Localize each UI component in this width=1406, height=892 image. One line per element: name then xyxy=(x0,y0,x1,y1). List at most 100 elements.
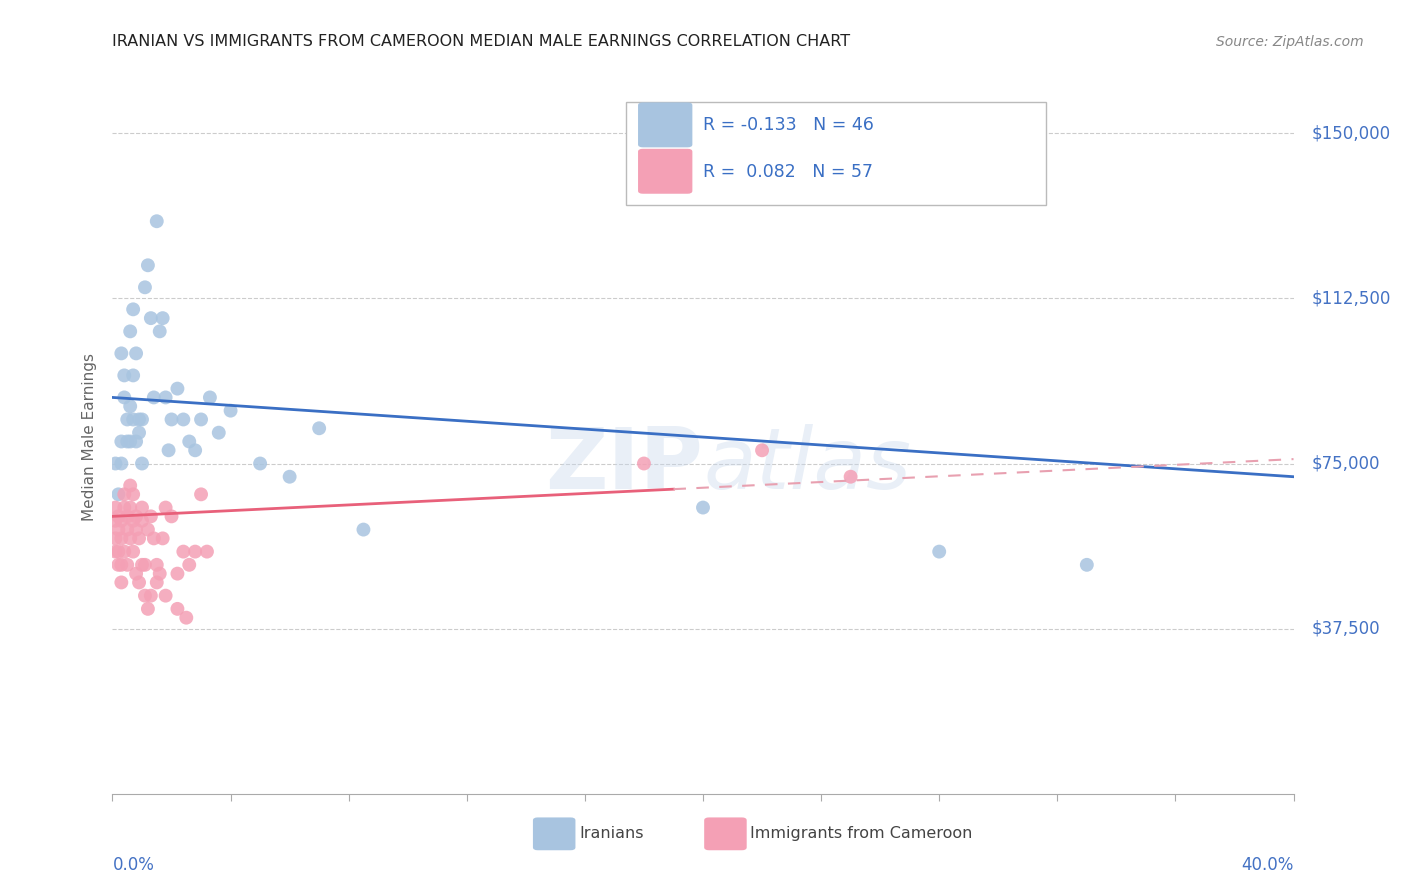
Point xyxy=(179,558,201,572)
Point xyxy=(155,391,177,405)
Point xyxy=(128,532,150,546)
Point xyxy=(125,509,148,524)
Point xyxy=(352,523,374,537)
Point xyxy=(112,544,135,558)
Point xyxy=(190,412,212,426)
Point xyxy=(120,532,142,546)
Point xyxy=(174,610,197,624)
Point xyxy=(104,514,127,528)
Point xyxy=(131,500,153,515)
Text: $75,000: $75,000 xyxy=(1312,455,1379,473)
Point xyxy=(122,368,145,383)
Point xyxy=(117,509,138,524)
Point xyxy=(751,443,773,458)
FancyBboxPatch shape xyxy=(638,149,692,194)
Point xyxy=(839,469,862,483)
Point xyxy=(120,399,142,413)
Point xyxy=(139,589,162,603)
Point xyxy=(149,324,172,338)
Point xyxy=(134,589,156,603)
Point xyxy=(172,412,194,426)
Text: Iranians: Iranians xyxy=(579,826,644,840)
Point xyxy=(110,558,132,572)
Point xyxy=(184,544,207,558)
Point xyxy=(139,509,162,524)
Point xyxy=(146,214,169,228)
Point xyxy=(134,280,156,294)
Point xyxy=(107,558,129,572)
Point xyxy=(184,443,207,458)
Point xyxy=(125,566,148,581)
Point xyxy=(125,346,148,360)
Point xyxy=(1076,558,1098,572)
Point xyxy=(190,487,212,501)
Point xyxy=(112,391,135,405)
Point xyxy=(278,469,301,483)
Point xyxy=(131,514,153,528)
Point xyxy=(122,487,145,501)
Point xyxy=(195,544,218,558)
FancyBboxPatch shape xyxy=(704,817,747,850)
Point xyxy=(172,544,194,558)
Point xyxy=(128,575,150,590)
Text: $37,500: $37,500 xyxy=(1312,620,1379,638)
Text: R =  0.082   N = 57: R = 0.082 N = 57 xyxy=(703,162,873,180)
Point xyxy=(152,532,174,546)
Text: atlas: atlas xyxy=(703,424,911,508)
Point xyxy=(692,500,714,515)
Point xyxy=(166,566,188,581)
Text: IRANIAN VS IMMIGRANTS FROM CAMEROON MEDIAN MALE EARNINGS CORRELATION CHART: IRANIAN VS IMMIGRANTS FROM CAMEROON MEDI… xyxy=(112,34,851,49)
Point xyxy=(120,434,142,449)
Point xyxy=(120,478,142,492)
Point xyxy=(152,311,174,326)
Point xyxy=(120,324,142,338)
Point xyxy=(110,532,132,546)
Point xyxy=(179,434,201,449)
Point xyxy=(142,532,165,546)
Point xyxy=(122,412,145,426)
Point xyxy=(110,514,132,528)
Text: $112,500: $112,500 xyxy=(1312,289,1391,308)
Point xyxy=(120,500,142,515)
Point xyxy=(160,412,183,426)
Point xyxy=(136,258,159,272)
Point xyxy=(110,434,132,449)
Point xyxy=(166,382,188,396)
Point xyxy=(117,412,138,426)
Text: 0.0%: 0.0% xyxy=(112,855,155,873)
Point xyxy=(110,346,132,360)
Text: Immigrants from Cameroon: Immigrants from Cameroon xyxy=(751,826,973,840)
Point xyxy=(249,457,271,471)
Point xyxy=(117,558,138,572)
Point xyxy=(149,566,172,581)
Point xyxy=(107,509,129,524)
Point xyxy=(125,434,148,449)
Point xyxy=(122,514,145,528)
Point xyxy=(104,532,127,546)
FancyBboxPatch shape xyxy=(638,103,692,147)
Point xyxy=(633,457,655,471)
FancyBboxPatch shape xyxy=(533,817,575,850)
Point xyxy=(128,412,150,426)
Text: ZIP: ZIP xyxy=(546,424,703,508)
Y-axis label: Median Male Earnings: Median Male Earnings xyxy=(82,353,97,521)
Text: R = -0.133   N = 46: R = -0.133 N = 46 xyxy=(703,116,875,134)
Point xyxy=(146,558,169,572)
Point xyxy=(136,602,159,616)
Point xyxy=(198,391,221,405)
Point xyxy=(131,457,153,471)
Text: Source: ZipAtlas.com: Source: ZipAtlas.com xyxy=(1216,35,1364,49)
Point xyxy=(104,544,127,558)
Point xyxy=(112,368,135,383)
Point xyxy=(117,523,138,537)
Point xyxy=(122,544,145,558)
Point xyxy=(146,575,169,590)
Point xyxy=(128,425,150,440)
FancyBboxPatch shape xyxy=(626,102,1046,205)
Point xyxy=(131,558,153,572)
Point xyxy=(155,589,177,603)
Point xyxy=(110,575,132,590)
Point xyxy=(219,403,242,417)
Point xyxy=(125,523,148,537)
Point xyxy=(104,500,127,515)
